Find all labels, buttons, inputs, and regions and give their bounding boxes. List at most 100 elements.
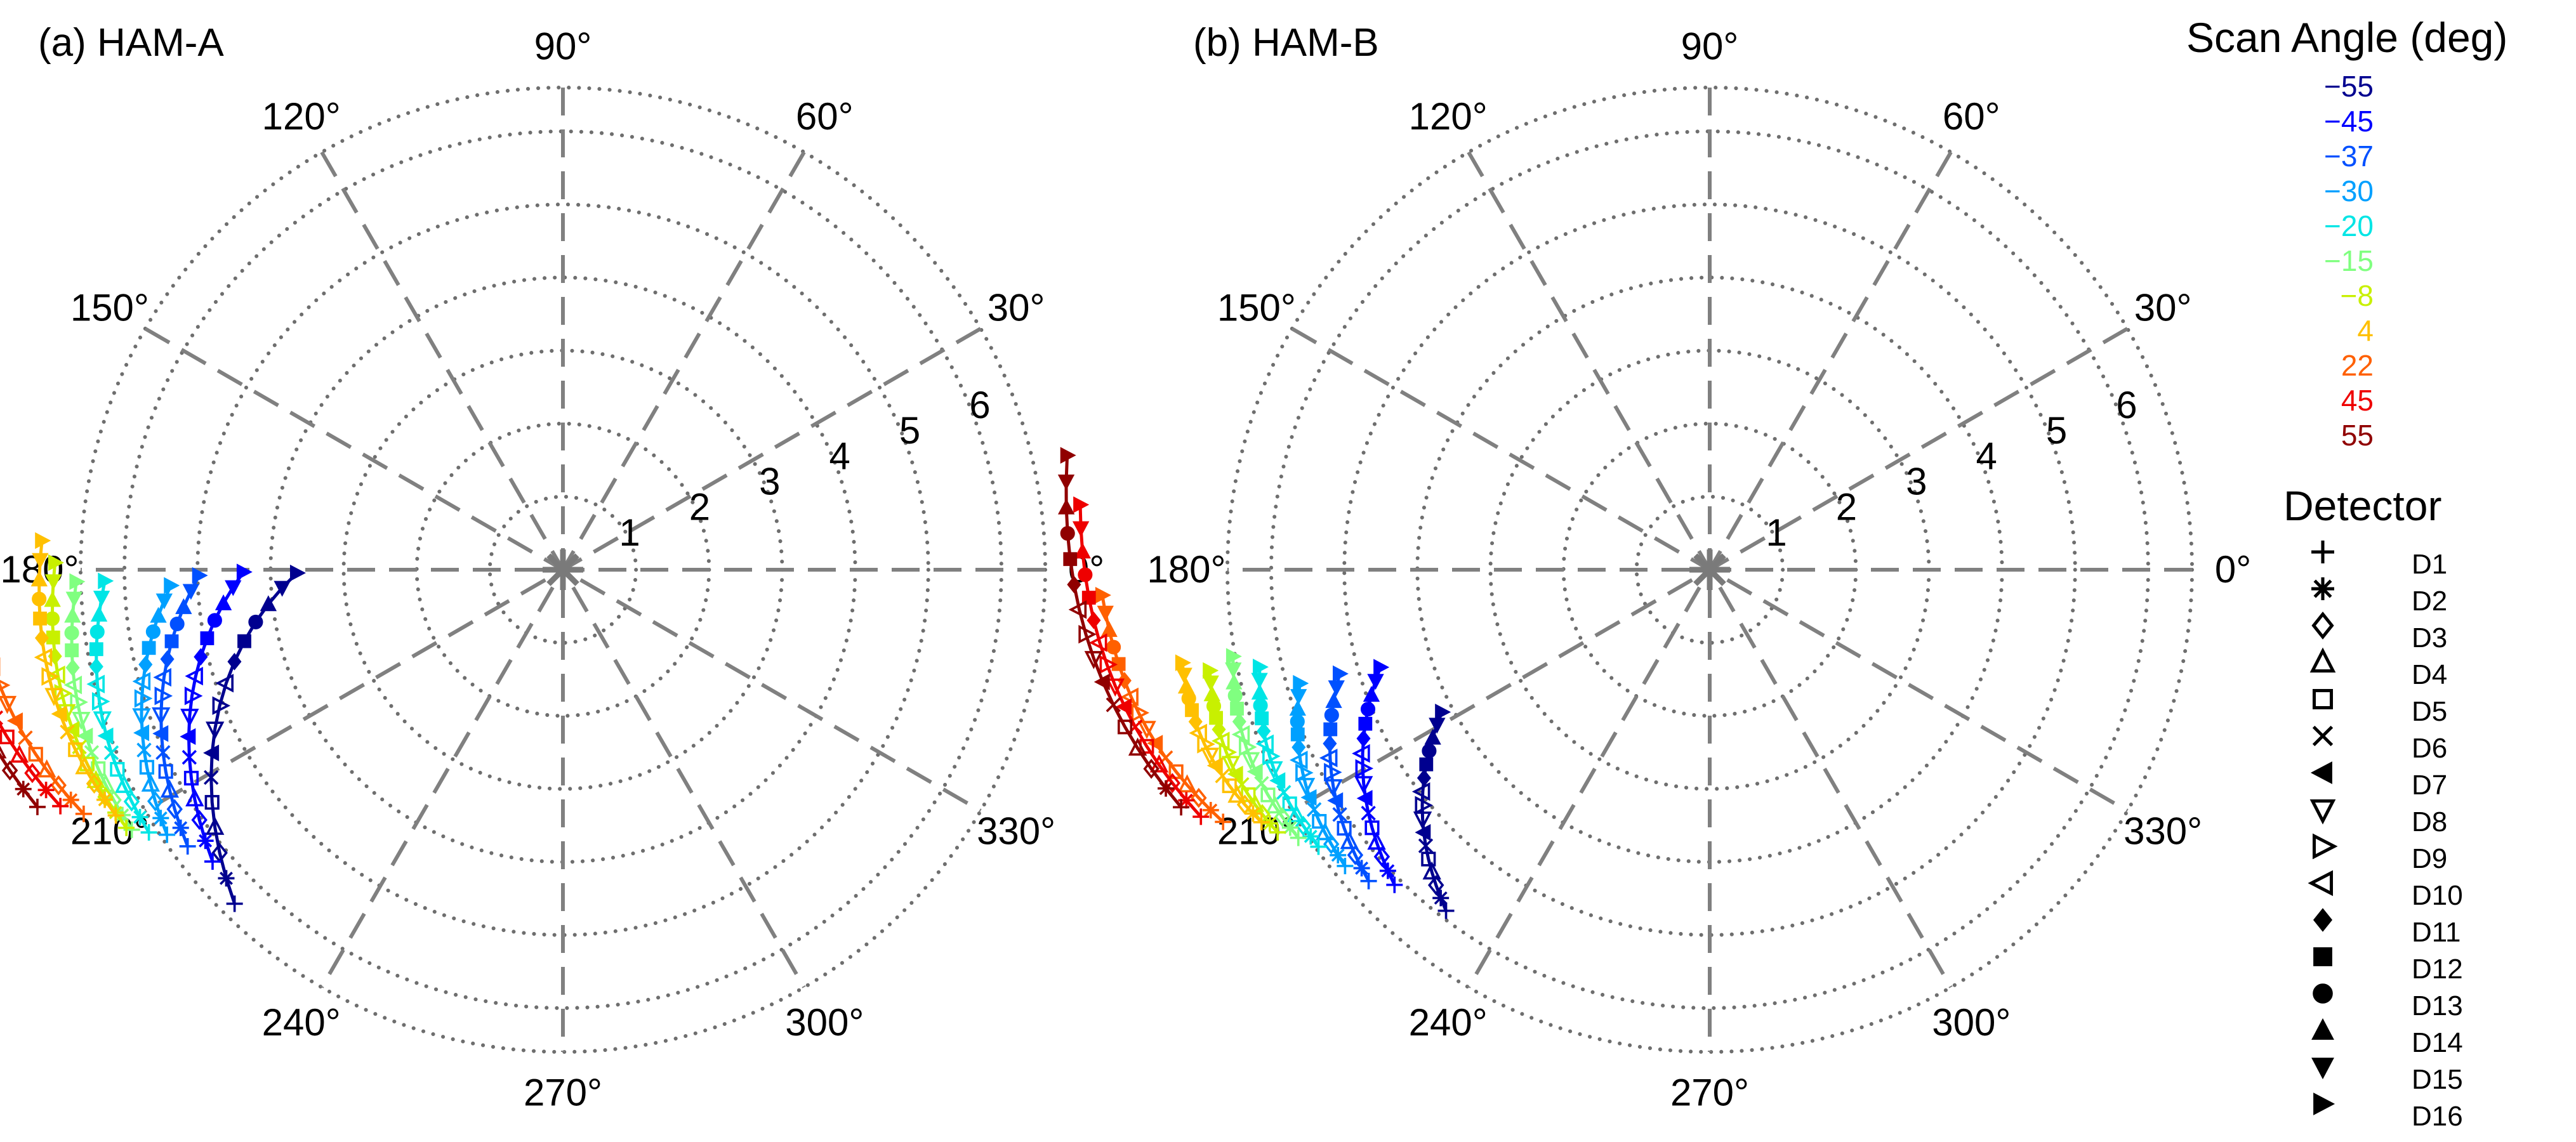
- ham-a-point-marker: [0, 745, 7, 759]
- ham-b-point-marker: [1255, 711, 1269, 726]
- ham-b-point-marker: [1323, 735, 1337, 752]
- ham-a-point-marker: [44, 611, 60, 626]
- ham-a-series-scan-45: [0, 710, 69, 815]
- ham-a-point-marker: [89, 657, 103, 676]
- ham-a-point-marker: [226, 895, 243, 912]
- ham-b-point-marker: [1260, 787, 1276, 803]
- ham-b-point-marker: [1290, 829, 1307, 846]
- ham-b-series-line: [1078, 504, 1203, 818]
- ham-b-radial-label: 3: [1906, 460, 1927, 502]
- ham-b-point-marker: [1418, 838, 1434, 853]
- ham-b-point-marker: [1432, 889, 1450, 907]
- ham-a-point-marker: [24, 763, 41, 784]
- ham-b-point-marker: [1147, 735, 1163, 752]
- detector-legend-entry: D4: [2309, 647, 2447, 690]
- ham-b-point-marker: [1203, 662, 1219, 679]
- detector-legend-entry: D13: [2313, 983, 2463, 1021]
- ham-b-point-marker: [1158, 780, 1175, 797]
- ham-b-angle-label: 240°: [1409, 1001, 1488, 1044]
- ham-a-point-marker: [68, 742, 83, 758]
- ham-a-point-marker: [41, 667, 60, 686]
- ham-b-point-marker: [1415, 796, 1434, 815]
- scan-angle-legend-title: Scan Angle (deg): [2186, 14, 2507, 61]
- ham-a-point-marker: [141, 773, 161, 792]
- ham-a-point-marker: [139, 759, 154, 775]
- scan-angle-legend-entry: −37: [2324, 140, 2374, 173]
- ham-a-point-marker: [179, 837, 196, 855]
- ham-a-point-marker: [93, 591, 110, 607]
- ham-a-point-marker: [65, 659, 80, 677]
- detector-marker-icon: [2311, 611, 2334, 640]
- detector-legend-label: D7: [2412, 770, 2447, 801]
- ham-b-point-marker: [1106, 640, 1121, 655]
- ham-a-point-marker: [65, 591, 83, 608]
- ham-a-point-marker: [0, 695, 17, 714]
- ham-b-point-marker: [1330, 846, 1347, 863]
- ham-a-point-marker: [34, 629, 50, 647]
- ham-b-point-marker: [1251, 673, 1268, 689]
- ham-a-point-marker: [145, 624, 161, 640]
- ham-b-point-marker: [1227, 784, 1246, 803]
- detector-legend: D1 D2 D3 D4 D5 D6 D7 D8 D9 D10 D11 D12 D13 D14 D15 D16: [2308, 541, 2463, 1132]
- ham-b-point-marker: [1337, 820, 1352, 836]
- ham-b-point-marker: [1411, 782, 1430, 801]
- ham-a-point-marker: [206, 817, 225, 835]
- legend: Scan Angle (deg) −55−45−37−30−20−15−8422…: [2186, 14, 2507, 1132]
- ham-a-point-marker: [227, 653, 242, 671]
- ham-b-point-marker: [1262, 747, 1281, 766]
- ham-b-point-marker: [1419, 757, 1434, 771]
- ham-b-angle-label: 120°: [1409, 95, 1488, 138]
- ham-b-angle-label: 300°: [1932, 1001, 2011, 1044]
- ham-a-point-marker: [215, 594, 232, 610]
- center-asterisk-icon: [543, 549, 583, 590]
- ham-a-point-marker: [30, 570, 48, 587]
- ham-b-point-marker: [1367, 831, 1386, 850]
- ham-a-angle-label: 90°: [534, 25, 592, 67]
- ham-a-point-marker: [180, 728, 196, 745]
- detector-legend-entry: D3: [2311, 611, 2447, 653]
- ham-a-point-marker: [236, 563, 253, 581]
- ham-a-point-marker: [44, 574, 62, 591]
- ham-a-point-marker: [158, 764, 173, 779]
- center-asterisk-icon: [1689, 549, 1730, 590]
- detector-legend-label: D1: [2412, 549, 2447, 580]
- ham-a-point-marker: [54, 684, 73, 703]
- ham-b-angle-label: 60°: [1943, 95, 2000, 138]
- ham-b-point-marker: [1057, 498, 1075, 515]
- ham-a-point-marker: [207, 613, 222, 628]
- ham-a-point-marker: [180, 709, 199, 727]
- detector-legend-label: D3: [2412, 622, 2447, 653]
- ham-a-point-marker: [140, 824, 157, 841]
- ham-a-point-marker: [182, 584, 200, 600]
- scan-angle-legend-entry: 55: [2341, 419, 2374, 452]
- ham-a-point-marker: [150, 607, 167, 623]
- detector-marker-icon: [2311, 541, 2334, 563]
- ham-b-radial-label: 4: [1976, 435, 1997, 477]
- detector-legend-label: D9: [2412, 843, 2447, 874]
- ham-a-angle-label: 240°: [262, 1001, 341, 1044]
- ham-a-point-marker: [133, 724, 150, 742]
- ham-b-series-scan--55: [1411, 704, 1455, 919]
- ham-a-point-marker: [182, 749, 197, 765]
- ham-a-point-marker: [1, 760, 18, 781]
- ham-b-point-marker: [1251, 683, 1269, 700]
- ham-b-point-marker: [1282, 796, 1297, 811]
- ham-b-point-marker: [1310, 838, 1327, 855]
- ham-a-point-marker: [204, 795, 220, 810]
- ham-b-point-marker: [1324, 707, 1339, 723]
- ham-b-point-marker: [1106, 678, 1125, 697]
- ham-b-point-marker: [1164, 773, 1181, 794]
- detector-legend-label: D11: [2412, 917, 2460, 948]
- ham-a-point-marker: [29, 798, 46, 815]
- ham-a-point-marker: [160, 650, 175, 668]
- detector-marker-icon: [2309, 647, 2336, 673]
- ham-b-point-marker: [1296, 778, 1316, 796]
- ham-b-point-marker: [1215, 813, 1232, 830]
- ham-b-point-marker: [1422, 744, 1437, 759]
- ham-b-point-marker: [1373, 659, 1390, 676]
- ham-b-point-marker: [1269, 772, 1286, 789]
- ham-a-series-line: [159, 574, 201, 847]
- ham-b-point-marker: [1221, 756, 1241, 775]
- ham-b-point-marker: [1286, 804, 1306, 823]
